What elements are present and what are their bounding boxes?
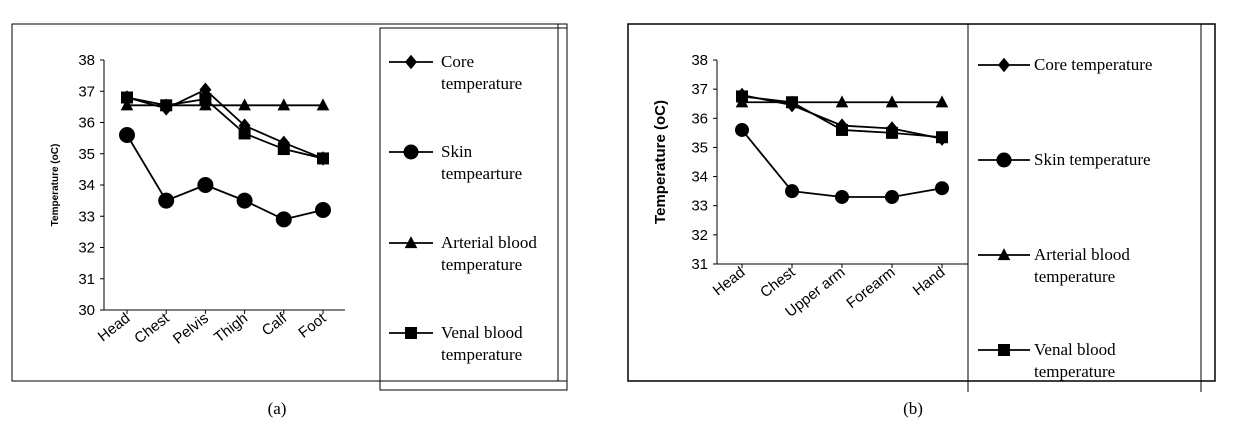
chart-b-x-tick-label: Head bbox=[710, 264, 749, 299]
chart-a-x-tick-label: Pelvis bbox=[170, 310, 212, 348]
chart-a-legend-label: Venal blood bbox=[441, 323, 523, 342]
chart-a-point-circle bbox=[275, 211, 292, 228]
chart-b-point-circle bbox=[835, 189, 849, 204]
chart-a-legend-label: temperature bbox=[441, 345, 522, 364]
chart-b-point-square bbox=[936, 131, 948, 144]
chart-b-point-circle bbox=[785, 184, 799, 199]
chart-a-point-square bbox=[160, 99, 173, 112]
chart-a-legend-box bbox=[379, 27, 568, 391]
chart-a-point-square bbox=[238, 127, 251, 140]
chart-a-legend-symbol-triangle bbox=[404, 236, 418, 249]
chart-a-point-circle bbox=[315, 202, 331, 218]
chart-b-y-tick-label: 33 bbox=[691, 198, 708, 215]
chart-a-series-line-square bbox=[126, 96, 324, 160]
chart-a-x-tick-label: Foot bbox=[295, 309, 330, 341]
chart-b-y-axis-title: Temperature (oC) bbox=[652, 100, 669, 224]
chart-b-legend-label: Arterial blood bbox=[1034, 245, 1130, 264]
chart-a-point-circle bbox=[197, 177, 214, 193]
chart-b-legend-symbol-triangle bbox=[997, 248, 1011, 261]
chart-b-y-tick-label: 36 bbox=[691, 110, 708, 127]
panel-a-label: (a) bbox=[268, 399, 287, 418]
chart-a-y-tick-label: 30 bbox=[78, 302, 95, 319]
chart-a-point-circle bbox=[158, 192, 175, 209]
chart-a-y-tick-label: 31 bbox=[78, 271, 95, 288]
chart-b-point-circle bbox=[735, 122, 749, 137]
chart-b-point-square bbox=[736, 90, 748, 103]
panel-b-label: (b) bbox=[903, 399, 923, 418]
chart-a-y-tick-label: 35 bbox=[78, 146, 95, 163]
chart-b-x-tick-label: Chest bbox=[757, 263, 799, 301]
chart-b-series-line-circle bbox=[741, 129, 943, 198]
chart-a-y-axis-title: Temperature (oC) bbox=[50, 144, 61, 227]
chart-a-x-tick-label: Chest bbox=[131, 309, 173, 347]
chart-a-point-diamond bbox=[238, 118, 251, 133]
chart-b-point-square bbox=[786, 96, 798, 109]
chart-b-point-circle bbox=[935, 181, 949, 196]
chart-a-point-square bbox=[121, 91, 133, 104]
chart-a-x-tick-label: Thigh bbox=[211, 310, 251, 347]
chart-a-legend-label: temperature bbox=[441, 74, 522, 93]
chart-b-y-tick-label: 38 bbox=[691, 52, 708, 69]
chart-b-legend-label: Venal blood bbox=[1034, 340, 1116, 359]
chart-b-point-circle bbox=[885, 189, 899, 204]
chart-b-legend-label: temperature bbox=[1034, 362, 1115, 381]
chart-b-legend-label: Skin temperature bbox=[1034, 150, 1151, 169]
chart-b-point-triangle bbox=[935, 95, 949, 108]
chart-a-y-tick-label: 38 bbox=[78, 52, 95, 69]
chart-a-legend-symbol-square bbox=[405, 327, 417, 339]
chart-a-y-tick-label: 32 bbox=[78, 240, 95, 257]
chart-a-point-triangle bbox=[120, 98, 134, 111]
chart-a-point-triangle bbox=[316, 98, 330, 111]
chart-b-y-tick-label: 34 bbox=[691, 169, 708, 186]
chart-a-legend-symbol-circle bbox=[403, 144, 419, 160]
chart-b-point-triangle bbox=[835, 95, 849, 108]
chart-b-legend-symbol-diamond bbox=[998, 57, 1010, 73]
chart-b-legend-label: Core temperature bbox=[1034, 55, 1152, 74]
chart-b-y-tick-label: 31 bbox=[691, 256, 708, 273]
chart-b-legend-symbol-circle bbox=[996, 152, 1012, 168]
chart-b-x-tick-label: Forearm bbox=[843, 264, 898, 312]
chart-b-y-tick-label: 32 bbox=[691, 227, 708, 244]
chart-a-legend-label: Skin bbox=[441, 142, 473, 161]
chart-b-x-tick-label: Hand bbox=[910, 264, 949, 299]
chart-a-legend-label: Arterial blood bbox=[441, 233, 537, 252]
chart-a-point-triangle bbox=[277, 98, 291, 111]
chart-b-frame bbox=[627, 23, 1216, 382]
chart-a-legend-label: temperature bbox=[441, 255, 522, 274]
chart-b-point-triangle bbox=[885, 95, 899, 108]
chart-a-y-tick-label: 33 bbox=[78, 208, 95, 225]
chart-a-point-diamond bbox=[277, 135, 290, 151]
chart-a-point-square bbox=[277, 143, 290, 156]
chart-b-y-tick-label: 35 bbox=[691, 139, 708, 156]
chart-a-point-triangle bbox=[238, 98, 251, 111]
chart-b-point-square bbox=[836, 123, 848, 136]
chart-a-legend-symbol-diamond bbox=[405, 54, 417, 70]
chart-a-x-tick-label: Head bbox=[95, 310, 134, 345]
chart-a-point-square bbox=[199, 93, 212, 106]
chart-a-y-tick-label: 34 bbox=[78, 177, 95, 194]
chart-a-legend-label: tempearture bbox=[441, 164, 522, 183]
chart-a-series-line-diamond bbox=[126, 88, 324, 160]
chart-a-y-tick-label: 37 bbox=[78, 83, 95, 100]
chart-b-y-tick-label: 37 bbox=[691, 81, 708, 98]
chart-b-legend-symbol-square bbox=[998, 344, 1010, 356]
chart-a-point-circle bbox=[119, 127, 135, 143]
chart-a-point-circle bbox=[236, 192, 253, 209]
chart-a-x-tick-label: Calf bbox=[259, 309, 291, 339]
chart-a-legend-label: Core bbox=[441, 52, 474, 71]
chart-a-point-square bbox=[317, 152, 329, 165]
chart-a-y-tick-label: 36 bbox=[78, 115, 95, 132]
chart-b-point-square bbox=[886, 126, 898, 139]
chart-b-legend-label: temperature bbox=[1034, 267, 1115, 286]
